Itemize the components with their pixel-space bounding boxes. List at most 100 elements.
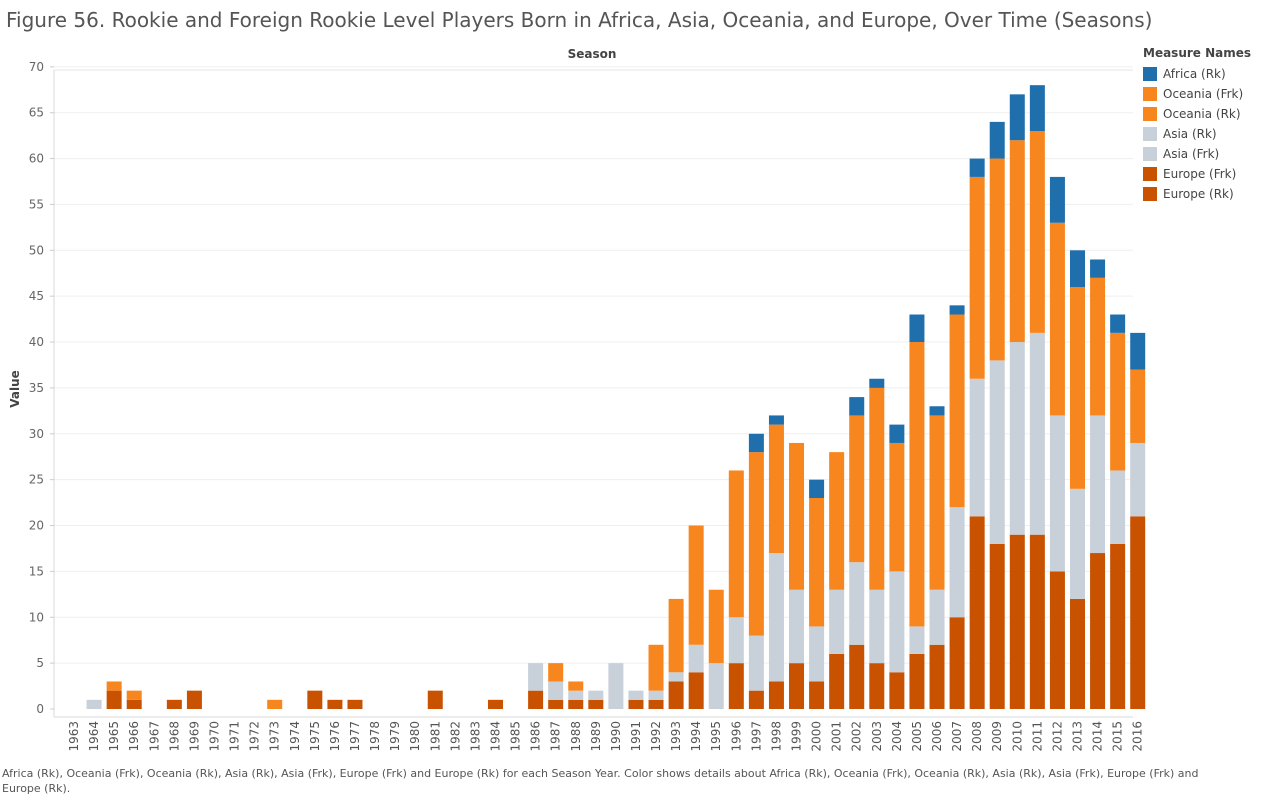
chart-caption: Africa (Rk), Oceania (Frk), Oceania (Rk)… bbox=[2, 767, 1199, 795]
legend-label: Asia (Rk) bbox=[1163, 127, 1217, 141]
legend-label: Oceania (Frk) bbox=[1163, 87, 1244, 101]
bar-segment bbox=[969, 176, 985, 379]
legend-item: Europe (Frk) bbox=[1143, 164, 1278, 184]
legend-swatch bbox=[1143, 87, 1157, 101]
bar-segment bbox=[748, 452, 764, 636]
y-tick-label: 60 bbox=[29, 152, 44, 166]
bar-segment bbox=[528, 690, 544, 709]
bar-segment bbox=[829, 452, 845, 590]
bar-segment bbox=[929, 589, 945, 645]
x-tick-label: 2016 bbox=[1131, 721, 1145, 752]
x-tick-label: 2006 bbox=[930, 721, 944, 752]
bar-segment bbox=[869, 589, 885, 664]
bar-segment bbox=[728, 470, 744, 618]
legend-label: Asia (Frk) bbox=[1163, 147, 1220, 161]
bar-segment bbox=[1049, 415, 1065, 572]
x-tick-label: 1974 bbox=[288, 721, 302, 752]
bar-segment bbox=[1130, 332, 1146, 370]
x-axis-label: Season bbox=[568, 47, 617, 61]
bar-segment bbox=[427, 690, 443, 709]
legend-label: Oceania (Rk) bbox=[1163, 107, 1241, 121]
y-tick-label: 30 bbox=[29, 427, 44, 441]
bar-segment bbox=[1049, 176, 1065, 223]
x-tick-label: 1988 bbox=[569, 721, 583, 752]
bar-segment bbox=[889, 672, 905, 709]
bar-segment bbox=[1009, 94, 1025, 141]
bar-segment bbox=[1029, 85, 1045, 132]
bar-segment bbox=[528, 663, 544, 691]
x-tick-label: 1985 bbox=[509, 721, 523, 752]
bar-segment bbox=[989, 360, 1005, 544]
bar-segment bbox=[809, 681, 825, 709]
y-tick-label: 0 bbox=[36, 702, 44, 716]
x-tick-label: 1990 bbox=[609, 721, 623, 752]
bar-segment bbox=[1009, 140, 1025, 343]
x-tick-label: 1970 bbox=[207, 721, 221, 752]
y-tick-label: 50 bbox=[29, 243, 44, 257]
bar-segment bbox=[889, 442, 905, 572]
legend-label: Africa (Rk) bbox=[1163, 67, 1226, 81]
y-tick-label: 20 bbox=[29, 519, 44, 533]
x-tick-label: 2003 bbox=[870, 721, 884, 752]
bar-segment bbox=[889, 571, 905, 673]
x-tick-label: 1996 bbox=[729, 721, 743, 752]
x-tick-label: 2002 bbox=[850, 721, 864, 752]
x-tick-label: 1983 bbox=[468, 721, 482, 752]
bar-segment bbox=[989, 121, 1005, 159]
y-tick-label: 45 bbox=[29, 289, 44, 303]
legend-swatch bbox=[1143, 67, 1157, 81]
bar-segment bbox=[929, 415, 945, 590]
bar-segment bbox=[1090, 553, 1106, 709]
bar-segment bbox=[708, 663, 724, 709]
x-tick-label: 1977 bbox=[348, 721, 362, 752]
bar-segment bbox=[688, 644, 704, 673]
legend-item: Europe (Rk) bbox=[1143, 184, 1278, 204]
x-tick-label: 1982 bbox=[448, 721, 462, 752]
bar-segment bbox=[1070, 250, 1085, 287]
bar-segment bbox=[1090, 415, 1106, 554]
x-tick-label: 2001 bbox=[830, 721, 844, 752]
bar-segment bbox=[748, 635, 764, 691]
bar-segment bbox=[949, 617, 965, 709]
legend: Measure Names Africa (Rk) Oceania (Frk) Oc… bbox=[1143, 46, 1278, 204]
x-tick-label: 1989 bbox=[589, 721, 603, 752]
x-tick-label: 1984 bbox=[488, 721, 502, 752]
bar-segment bbox=[849, 415, 865, 563]
bar-segment bbox=[1110, 314, 1126, 333]
x-tick-label: 2007 bbox=[950, 721, 964, 752]
x-tick-label: 1971 bbox=[228, 721, 242, 752]
legend-item: Asia (Frk) bbox=[1143, 144, 1278, 164]
y-tick-label: 25 bbox=[29, 473, 44, 487]
bar-segment bbox=[909, 342, 925, 627]
x-tick-label: 2011 bbox=[1030, 721, 1044, 752]
bar-segment bbox=[969, 378, 985, 517]
bar-segment bbox=[829, 589, 845, 654]
bar-segment bbox=[106, 681, 122, 691]
x-tick-label: 2015 bbox=[1111, 721, 1125, 752]
bar-segment bbox=[1130, 516, 1146, 709]
x-tick-label: 1967 bbox=[147, 721, 161, 752]
bar-segment bbox=[789, 442, 805, 590]
bar-segment bbox=[1090, 277, 1106, 416]
bar-segment bbox=[668, 598, 684, 673]
x-tick-label: 2009 bbox=[990, 721, 1004, 752]
x-tick-label: 1976 bbox=[328, 721, 342, 752]
bar-segment bbox=[1070, 287, 1085, 489]
chart-title: Figure 56. Rookie and Foreign Rookie Lev… bbox=[6, 8, 1153, 32]
bar-segment bbox=[548, 681, 564, 700]
bar-segment bbox=[487, 699, 503, 709]
bar-segment bbox=[748, 690, 764, 709]
bar-segment bbox=[768, 553, 784, 682]
x-tick-label: 1975 bbox=[308, 721, 322, 752]
bar-segment bbox=[869, 663, 885, 709]
bar-segment bbox=[608, 663, 624, 709]
legend-swatch bbox=[1143, 107, 1157, 121]
bar-segment bbox=[1049, 222, 1065, 416]
bar-segment bbox=[949, 305, 965, 315]
legend-label: Europe (Rk) bbox=[1163, 187, 1234, 201]
bar-segment bbox=[728, 617, 744, 664]
x-tick-label: 1992 bbox=[649, 721, 663, 752]
bar-segment bbox=[568, 690, 584, 700]
legend-item: Asia (Rk) bbox=[1143, 124, 1278, 144]
x-tick-label: 1968 bbox=[167, 721, 181, 752]
